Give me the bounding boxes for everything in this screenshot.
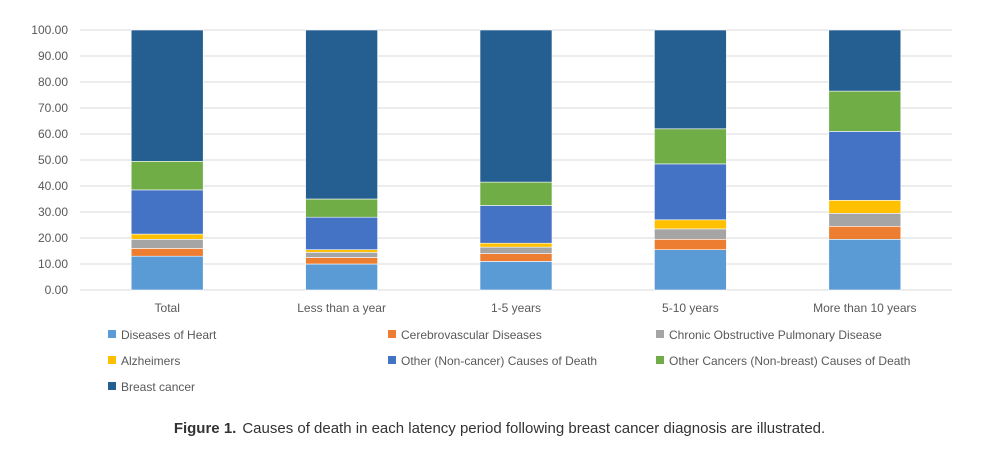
y-tick-label: 70.00 [38,101,68,115]
bar-segment [654,239,727,251]
bar-segment [828,90,902,132]
legend-swatch [656,356,664,364]
bar-segment [828,213,902,227]
bar-segment [305,198,378,218]
caption-text: Causes of death in each latency period f… [242,420,826,437]
legend-swatch [388,330,396,338]
legend-item: Other (Non-cancer) Causes of Death [388,354,597,368]
legend-item: Other Cancers (Non-breast) Causes of Dea… [656,354,910,368]
x-tick-label: More than 10 years [813,301,916,315]
bar-segment [130,239,204,249]
y-axis-ticks: 0.00 10.00 20.00 30.00 40.00 50.00 60.00 70.00 8… [31,23,68,297]
bar-segment [130,189,204,235]
bar-segment [654,249,727,291]
legend-item: Cerebrovascular Diseases [388,328,542,342]
bar-segment [305,263,378,291]
legend-swatch [108,330,116,338]
legend-label: Breast cancer [121,380,196,394]
caption-label: Figure 1. [173,420,237,437]
y-tick-label: 80.00 [38,75,68,89]
legend-swatch [108,382,116,390]
bar-segment [828,226,902,240]
y-tick-label: 20.00 [38,231,68,245]
y-tick-label: 10.00 [38,257,68,271]
x-tick-label: 5-10 years [662,301,719,315]
legend-item: Breast cancer [108,380,195,394]
bar-segment [305,257,378,265]
bar-segment [828,200,902,214]
bar-segment [130,255,204,291]
legend-swatch [388,356,396,364]
bar-segment [305,216,378,250]
bar-segment [828,239,902,291]
bar-segment [654,128,727,165]
bar-segment [305,29,378,200]
stacked-bar-chart: 0.00 10.00 20.00 30.00 40.00 50.00 60.00 70.00 8… [31,23,952,315]
bars [130,29,902,291]
bar-segment [130,161,204,191]
y-tick-label: 100.00 [31,23,68,37]
y-tick-label: 90.00 [38,49,68,63]
legend-label: Diseases of Heart [121,328,217,342]
legend-swatch [108,356,116,364]
x-tick-label: 1-5 years [491,301,541,315]
y-tick-label: 40.00 [38,179,68,193]
x-axis-ticks: Total Less than a year 1-5 years 5-10 years… [155,301,917,315]
bar-segment [130,233,204,240]
bar-segment [130,248,204,257]
legend-label: Cerebrovascular Diseases [401,328,542,342]
legend-item: Diseases of Heart [108,328,216,342]
bar-segment [479,29,553,183]
bar-segment [479,205,553,244]
y-tick-label: 0.00 [45,283,69,297]
figure-caption: Figure 1. Causes of death in each latency… [0,420,999,437]
legend-label: Chronic Obstructive Pulmonary Disease [669,328,882,342]
bar-segment [479,261,553,291]
legend-label: Other Cancers (Non-breast) Causes of Dea… [669,354,911,368]
bar-segment [479,181,553,206]
bar-segment [305,249,378,253]
y-tick-label: 30.00 [38,205,68,219]
legend-swatch [656,330,664,338]
bar-segment [479,242,553,248]
legend-item: Alzheimers [108,354,180,368]
x-tick-label: Total [155,301,180,315]
bar-segment [130,29,204,162]
bar-segment [479,246,553,254]
x-tick-label: Less than a year [297,301,386,315]
bar-segment [654,219,727,230]
bar-segment [654,228,727,240]
bar-segment [654,163,727,221]
bar-segment [479,253,553,262]
legend-label: Alzheimers [121,354,181,368]
bar-segment [828,131,902,201]
y-tick-label: 50.00 [38,153,68,167]
bar-segment [828,29,902,92]
bar-segment [305,252,378,258]
bar-segment [654,29,727,130]
y-tick-label: 60.00 [38,127,68,141]
legend-item: Chronic Obstructive Pulmonary Disease [656,328,882,342]
legend-label: Other (Non-cancer) Causes of Death [401,354,598,368]
